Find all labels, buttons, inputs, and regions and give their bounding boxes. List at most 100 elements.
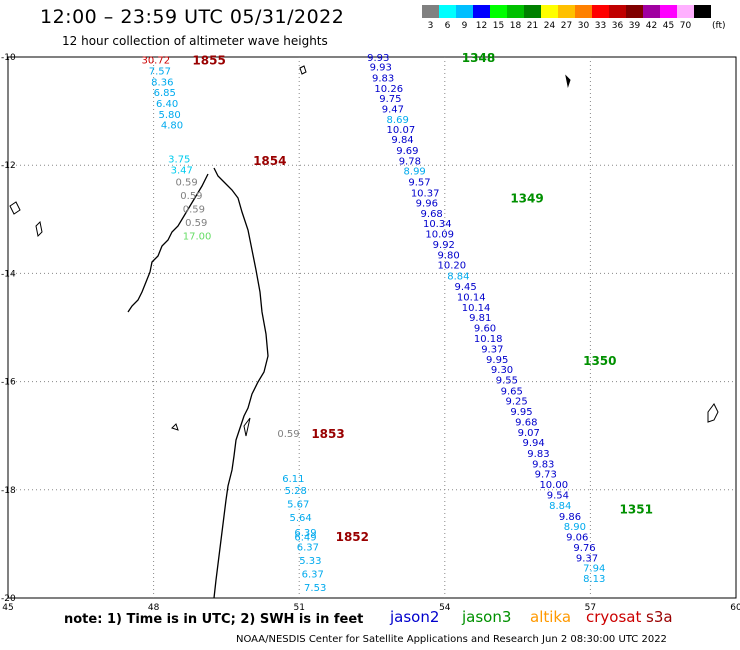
satellite-legend-jason3: jason3	[462, 608, 512, 626]
latitude-tick-label: -18	[1, 486, 16, 496]
wave-height-value: 9.83	[532, 459, 554, 470]
wave-height-value: 10.14	[462, 303, 491, 314]
legend-label: 45	[662, 21, 675, 31]
sainte-marie-island	[243, 417, 251, 437]
tromelin-island	[171, 423, 179, 431]
longitude-tick-label: 51	[293, 603, 304, 613]
wave-height-value: 9.68	[421, 209, 443, 220]
wave-height-value: 9.92	[433, 240, 455, 251]
legend-swatch	[456, 5, 473, 18]
satellite-tracks: 9.939.939.8310.269.759.478.6910.079.849.…	[141, 53, 605, 594]
legend-swatch	[677, 5, 694, 18]
latitude-tick-label: -14	[1, 269, 16, 279]
wave-height-value: 9.93	[367, 53, 389, 64]
wave-height-value: 7.94	[583, 564, 605, 575]
legend-label: 33	[594, 21, 607, 31]
wave-height-value: 5.67	[287, 499, 309, 510]
grid-lines	[8, 57, 736, 598]
wave-height-value: 9.37	[576, 553, 598, 564]
wave-height-value: 9.80	[438, 250, 460, 261]
legend-label: 12	[475, 21, 488, 31]
wave-height-value: 7.57	[149, 67, 171, 78]
legend-item: 3	[422, 5, 439, 31]
legend-label: 18	[509, 21, 522, 31]
pass-labels: 1348 1349 1350 1351 1855 1854 1853 1852	[192, 51, 652, 544]
wave-height-value: 10.20	[438, 261, 467, 272]
satellite-legend-s3a: s3a	[646, 608, 673, 626]
wave-height-value: 9.75	[379, 94, 401, 105]
wave-height-value: 5.33	[299, 556, 321, 567]
wave-height-value: 4.80	[161, 121, 183, 132]
wave-height-value: 10.09	[425, 229, 454, 240]
legend-item: 39	[626, 5, 643, 31]
wave-height-value: 5.80	[158, 110, 180, 121]
wave-height-value: 6.40	[156, 99, 178, 110]
longitude-tick-label: 45	[2, 603, 13, 613]
legend-item: 24	[541, 5, 558, 31]
wave-height-value: 9.94	[522, 438, 544, 449]
legend-item: 70	[677, 5, 694, 31]
legend-label: 70	[679, 21, 692, 31]
legend-swatch	[439, 5, 456, 18]
legend-label: 6	[444, 21, 451, 31]
wave-height-value: 0.59	[277, 429, 299, 440]
wave-height-value: 9.84	[391, 135, 413, 146]
wave-height-value: 8.90	[564, 522, 586, 533]
comoros-islands	[9, 201, 43, 238]
wave-height-value: 9.68	[515, 418, 537, 429]
satellite-legend-jason2: jason2	[390, 608, 440, 626]
legend-swatch	[660, 5, 677, 18]
latitude-tick-label: -12	[1, 161, 16, 171]
wave-height-value: 3.47	[171, 166, 193, 177]
legend-item: 42	[643, 5, 660, 31]
legend-swatch	[558, 5, 575, 18]
wave-height-value: 9.57	[408, 177, 430, 188]
jason3-east-track: 9.939.939.8310.269.759.478.6910.079.849.…	[367, 53, 605, 585]
satellite-legend-altika: altika	[530, 608, 572, 626]
longitude-tick-label: 60	[730, 603, 740, 613]
latitude-tick-label: -20	[1, 594, 16, 604]
pass-number-label: 1350	[583, 354, 616, 368]
aldabra-island	[299, 65, 307, 75]
map-title: 12:00 – 23:59 UTC 05/31/2022	[40, 6, 345, 28]
madagascar-coastline	[127, 167, 269, 599]
wave-height-value: 17.00	[183, 232, 212, 243]
wave-height-value: 9.65	[501, 386, 523, 397]
legend-label: 36	[611, 21, 624, 31]
wave-height-value: 9.37	[481, 345, 503, 356]
legend-item: 27	[558, 5, 575, 31]
legend-item: 45	[660, 5, 677, 31]
longitude-tick-label: 57	[585, 603, 596, 613]
legend-swatch	[473, 5, 490, 18]
legend-item: 15	[490, 5, 507, 31]
axis-ticks: 45 48 51 54 57 60 -10 -12 -14 -16 -18 -20	[1, 53, 740, 613]
legend-swatch	[643, 5, 660, 18]
wave-height-value: 10.07	[387, 125, 416, 136]
legend-label: 27	[560, 21, 573, 31]
wave-height-value: 6.39	[294, 528, 316, 539]
wave-height-value: 9.76	[573, 543, 595, 554]
wave-height-value: 10.18	[474, 334, 503, 345]
wave-height-value: 8.84	[447, 272, 469, 283]
legend-label: 3	[427, 21, 434, 31]
wave-height-value: 8.36	[151, 77, 173, 88]
wave-height-value: 9.96	[416, 199, 438, 210]
wave-height-value: 9.78	[399, 156, 421, 167]
wave-height-value: 10.14	[457, 293, 486, 304]
wave-height-value: 30.72	[141, 56, 170, 67]
plot-frame	[7, 56, 737, 599]
wave-height-value: 9.47	[382, 104, 404, 115]
pass-number-label: 1854	[253, 154, 286, 168]
pass-number-label: 1855	[192, 54, 225, 68]
wave-height-value: 0.59	[180, 191, 202, 202]
wave-height-value: 9.73	[535, 470, 557, 481]
wave-height-value: 9.55	[496, 375, 518, 386]
s3a-north-track: 30.727.578.366.856.405.804.803.753.470.5…	[141, 56, 211, 243]
latitude-tick-label: -10	[1, 53, 16, 63]
legend-item: 6	[439, 5, 456, 31]
legend-item: 18	[507, 5, 524, 31]
s3a-south-track: 0.596.115.285.675.646.396.496.375.336.37…	[277, 429, 326, 594]
longitude-tick-label: 54	[439, 603, 451, 613]
wave-height-value: 9.86	[559, 512, 581, 523]
